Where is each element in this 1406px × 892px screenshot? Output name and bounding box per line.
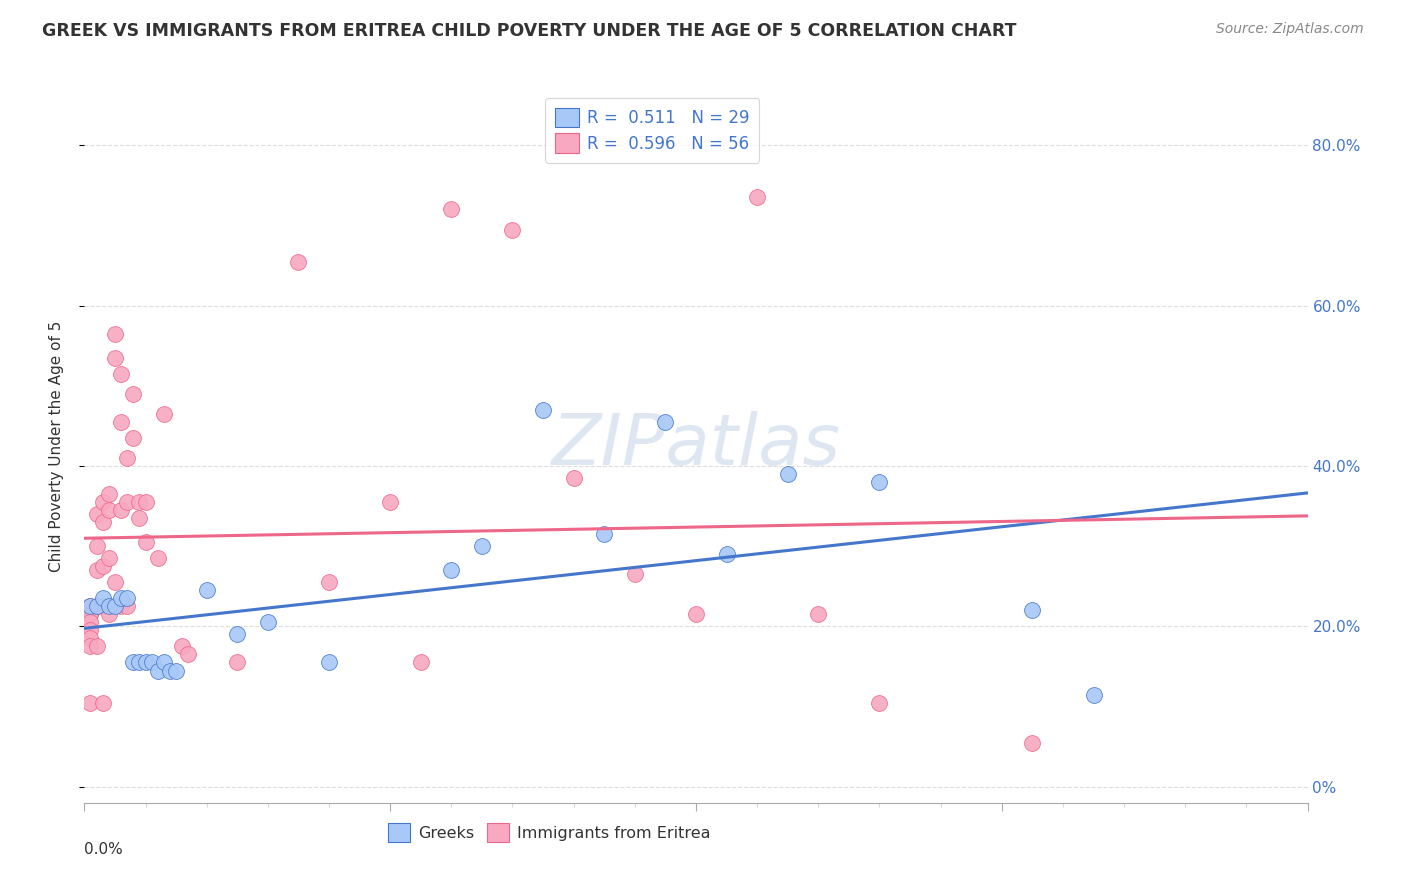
Point bbox=[562, 471, 585, 485]
Point bbox=[122, 656, 145, 670]
Point bbox=[86, 640, 108, 654]
Point bbox=[153, 407, 176, 421]
Point bbox=[79, 696, 101, 710]
Point bbox=[318, 656, 340, 670]
Point bbox=[135, 656, 157, 670]
Point bbox=[104, 351, 127, 365]
Point bbox=[716, 547, 738, 561]
Legend: Greeks, Immigrants from Eritrea: Greeks, Immigrants from Eritrea bbox=[381, 817, 717, 848]
Point bbox=[685, 607, 707, 622]
Text: GREEK VS IMMIGRANTS FROM ERITREA CHILD POVERTY UNDER THE AGE OF 5 CORRELATION CH: GREEK VS IMMIGRANTS FROM ERITREA CHILD P… bbox=[42, 22, 1017, 40]
Point bbox=[97, 503, 120, 517]
Point bbox=[1083, 688, 1105, 702]
Point bbox=[318, 575, 340, 590]
Point bbox=[104, 599, 127, 614]
Point bbox=[776, 467, 799, 481]
Point bbox=[110, 599, 132, 614]
Point bbox=[153, 656, 176, 670]
Point bbox=[654, 415, 676, 429]
Point bbox=[593, 527, 616, 541]
Point bbox=[172, 640, 194, 654]
Point bbox=[141, 656, 163, 670]
Point bbox=[471, 539, 494, 553]
Point bbox=[104, 575, 127, 590]
Point bbox=[115, 599, 138, 614]
Point bbox=[97, 551, 120, 566]
Point bbox=[869, 696, 891, 710]
Point bbox=[86, 539, 108, 553]
Point bbox=[624, 567, 647, 582]
Point bbox=[195, 583, 218, 598]
Point bbox=[226, 656, 249, 670]
Point bbox=[86, 599, 108, 614]
Point bbox=[91, 515, 114, 529]
Point bbox=[97, 599, 120, 614]
Point bbox=[502, 222, 524, 236]
Point bbox=[128, 511, 150, 525]
Point bbox=[104, 326, 127, 341]
Point bbox=[159, 664, 181, 678]
Point bbox=[115, 591, 138, 606]
Point bbox=[86, 599, 108, 614]
Point bbox=[110, 367, 132, 381]
Point bbox=[122, 387, 145, 401]
Point bbox=[380, 495, 402, 509]
Text: Source: ZipAtlas.com: Source: ZipAtlas.com bbox=[1216, 22, 1364, 37]
Point bbox=[135, 535, 157, 549]
Point bbox=[79, 615, 101, 630]
Point bbox=[91, 559, 114, 574]
Point bbox=[257, 615, 280, 630]
Point bbox=[91, 696, 114, 710]
Point bbox=[440, 202, 463, 217]
Point bbox=[86, 507, 108, 521]
Point bbox=[409, 656, 432, 670]
Point bbox=[79, 607, 101, 622]
Point bbox=[110, 503, 132, 517]
Point bbox=[122, 431, 145, 445]
Point bbox=[531, 403, 554, 417]
Point bbox=[1021, 736, 1043, 750]
Point bbox=[115, 495, 138, 509]
Point bbox=[110, 415, 132, 429]
Point bbox=[869, 475, 891, 489]
Point bbox=[110, 591, 132, 606]
Point bbox=[79, 599, 101, 614]
Point bbox=[146, 664, 169, 678]
Point bbox=[128, 656, 150, 670]
Text: ZIPatlas: ZIPatlas bbox=[551, 411, 841, 481]
Point bbox=[135, 495, 157, 509]
Point bbox=[177, 648, 200, 662]
Point bbox=[91, 591, 114, 606]
Text: 0.0%: 0.0% bbox=[84, 842, 124, 857]
Point bbox=[79, 640, 101, 654]
Point bbox=[747, 190, 769, 204]
Y-axis label: Child Poverty Under the Age of 5: Child Poverty Under the Age of 5 bbox=[49, 320, 63, 572]
Point bbox=[165, 664, 187, 678]
Point bbox=[115, 450, 138, 465]
Point bbox=[128, 495, 150, 509]
Point bbox=[79, 599, 101, 614]
Point bbox=[287, 254, 309, 268]
Point bbox=[1021, 603, 1043, 617]
Point bbox=[79, 624, 101, 638]
Point bbox=[440, 563, 463, 577]
Point bbox=[86, 563, 108, 577]
Point bbox=[79, 607, 101, 622]
Point bbox=[79, 632, 101, 646]
Point bbox=[97, 487, 120, 501]
Point bbox=[91, 599, 114, 614]
Point bbox=[91, 495, 114, 509]
Point bbox=[807, 607, 830, 622]
Point bbox=[226, 627, 249, 641]
Point bbox=[97, 607, 120, 622]
Point bbox=[146, 551, 169, 566]
